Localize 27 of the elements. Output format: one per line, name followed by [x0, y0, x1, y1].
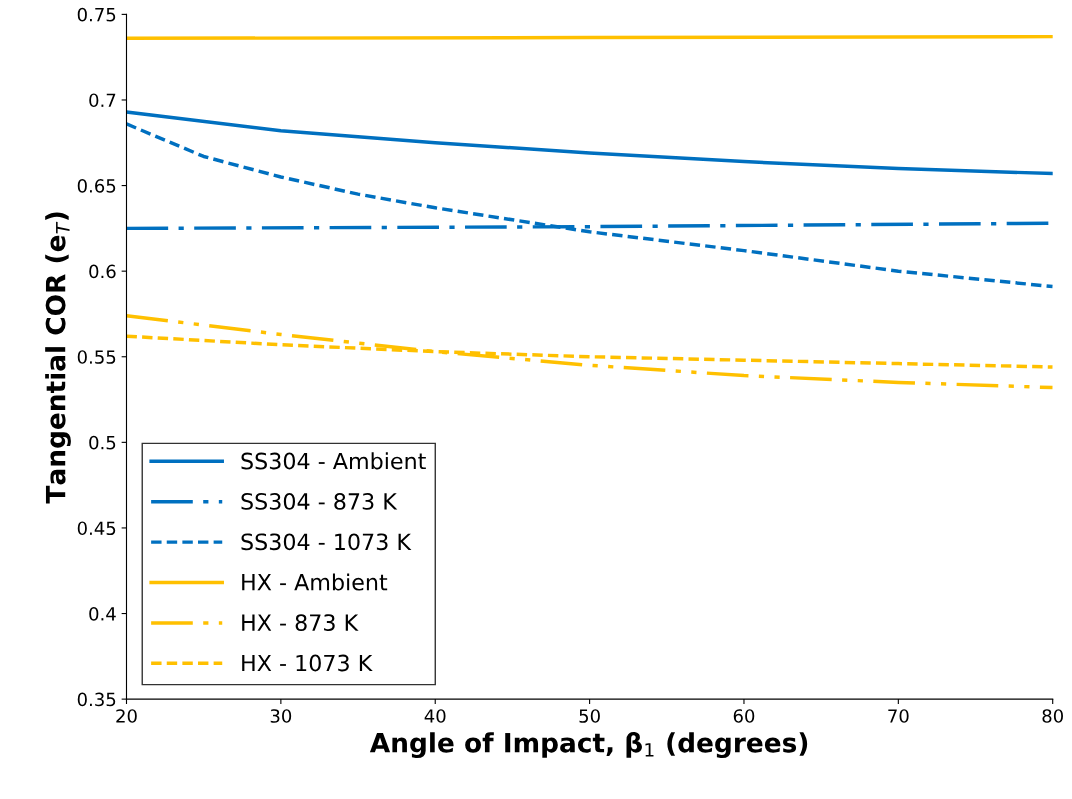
x-axis-title: Angle of Impact, β$_{1}$ (degrees) [369, 731, 808, 758]
y-tick-label: 0.7 [89, 93, 116, 108]
legend-label: HX - 873 K [242, 614, 359, 631]
legend-label: SS304 - 1073 K [241, 533, 412, 551]
y-tick-label: 0.55 [77, 350, 116, 364]
y-axis-title: Tangential COR (e$_{T}$) [45, 212, 71, 504]
y-tick-label: 0.65 [77, 179, 116, 193]
y-tick-label: 0.5 [89, 435, 116, 450]
x-tick-label: 70 [888, 709, 909, 723]
y-tick-label: 0.6 [89, 264, 116, 279]
line-series [126, 122, 1053, 289]
x-tick-label: 80 [1042, 709, 1063, 723]
x-tick-label: 40 [424, 709, 446, 723]
x-tick-label: 60 [733, 709, 755, 723]
x-tick-label: 20 [116, 709, 137, 723]
y-tick-label: 0.35 [77, 692, 116, 707]
legend-label: SS304 - 873 K [241, 493, 398, 510]
y-tick-label: 0.4 [89, 606, 116, 621]
y-tick-label: 0.45 [77, 521, 116, 536]
y-tick-label: 0.75 [77, 7, 116, 22]
x-tick-label: 30 [270, 709, 292, 723]
legend-label: HX - Ambient [242, 573, 388, 591]
line-series [126, 313, 1053, 390]
line-series [126, 110, 1053, 176]
legend-label: HX - 1073 K [242, 654, 373, 672]
x-tick-label: 50 [579, 709, 600, 723]
legend-label: SS304 - Ambient [241, 452, 426, 470]
